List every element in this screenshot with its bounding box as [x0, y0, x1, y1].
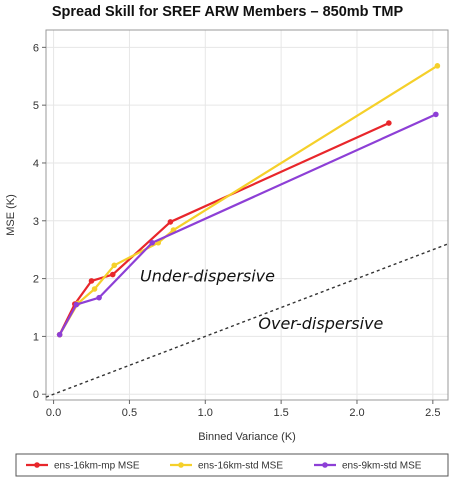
- data-point: [91, 286, 98, 292]
- plot-frame: [45, 29, 449, 401]
- annotation: Under-dispersive: [140, 266, 275, 285]
- x-tick-label: 2.5: [425, 407, 440, 419]
- y-tick-label: 6: [33, 42, 39, 54]
- x-tick-label: 2.0: [349, 407, 364, 419]
- y-axis-label: MSE (K): [5, 194, 17, 236]
- legend-box: [15, 453, 449, 477]
- y-tick-label: 5: [33, 100, 39, 112]
- data-point: [433, 111, 439, 118]
- legend-swatch-marker: [322, 462, 328, 468]
- legend-swatch-marker: [34, 462, 40, 468]
- data-point: [56, 331, 63, 338]
- legend-swatch-marker: [178, 462, 184, 468]
- x-tick-label: 1.0: [198, 407, 213, 419]
- x-tick-label: 0.5: [122, 407, 137, 419]
- data-point: [88, 278, 95, 284]
- x-axis-label: Binned Variance (K): [198, 431, 296, 443]
- data-point: [386, 120, 392, 126]
- x-tick-label: 0.0: [46, 407, 61, 419]
- y-tick-label: 2: [33, 274, 39, 286]
- chart-title: Spread Skill for SREF ARW Members – 850m…: [51, 4, 404, 20]
- series-2: [56, 111, 439, 338]
- legend-entry-label: ens-16km-mp MSE: [54, 461, 140, 472]
- y-tick-label: 1: [33, 331, 39, 343]
- series-line: [58, 113, 437, 336]
- y-tick-label: 0: [33, 389, 39, 401]
- data-point: [434, 63, 441, 69]
- data-point: [149, 239, 155, 246]
- legend: ens-16km-mp MSE ens-16km-std MSE ens-9km-s…: [15, 453, 449, 477]
- y-tick-label: 4: [33, 158, 39, 170]
- y-tick-label: 3: [33, 216, 39, 228]
- data-point: [73, 301, 80, 308]
- legend-entry-label: ens-16km-std MSE: [198, 461, 283, 472]
- annotation: Over-dispersive: [258, 314, 383, 333]
- series-line: [58, 122, 390, 336]
- series-0: [56, 120, 392, 338]
- data-point: [109, 271, 116, 278]
- data-point: [111, 262, 118, 269]
- x-tick-label: 1.5: [273, 407, 288, 419]
- data-point: [167, 219, 174, 225]
- legend-entry-label: ens-9km-std MSE: [342, 461, 422, 472]
- data-point: [96, 294, 102, 301]
